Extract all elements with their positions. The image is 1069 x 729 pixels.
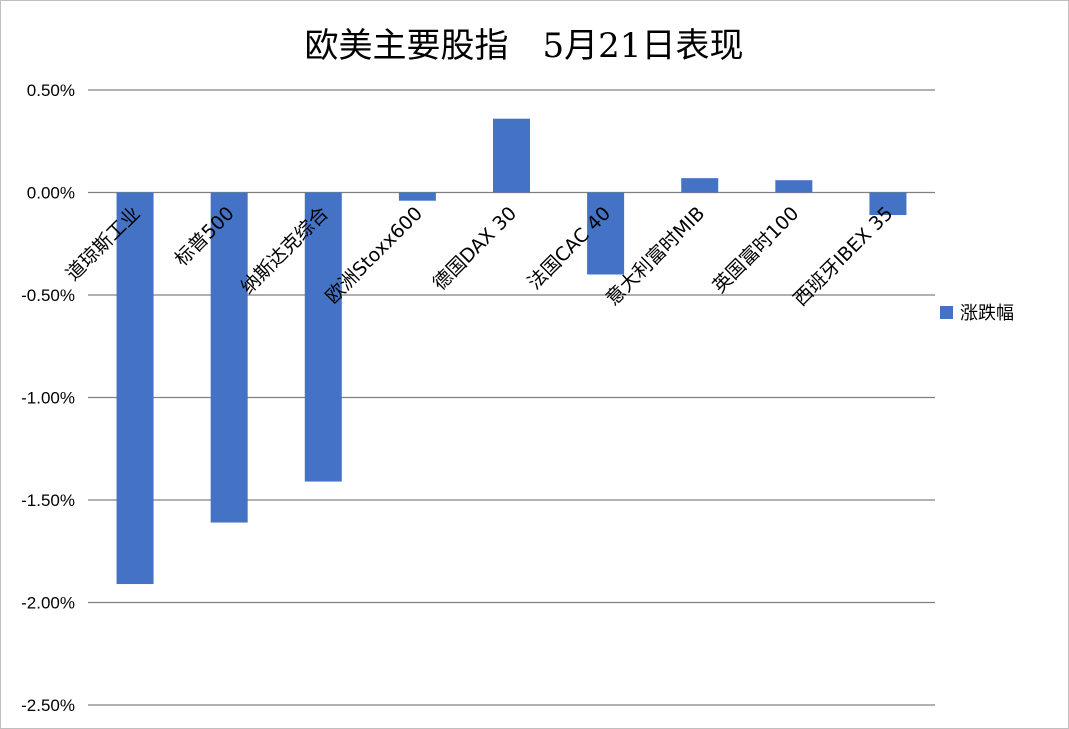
bar [398, 192, 436, 201]
bar [681, 178, 719, 193]
bar [210, 192, 248, 523]
bar [775, 180, 813, 193]
bar [304, 192, 342, 482]
y-axis-ticks: 0.50% 0.00% -0.50% -1.00% -1.50% -2.00% -2.50% [21, 81, 75, 715]
bar [869, 192, 907, 216]
y-tick-label: 0.50% [27, 81, 75, 100]
bar [587, 192, 625, 275]
x-tick-label: 英国富时100 [708, 202, 803, 297]
bars [116, 118, 907, 585]
x-tick-label: 德国DAX 30 [429, 202, 521, 294]
y-tick-label: -1.50% [21, 491, 75, 510]
y-tick-label: -2.00% [21, 594, 75, 613]
bar [493, 118, 530, 193]
bar [116, 192, 154, 585]
y-tick-label: -0.50% [21, 286, 75, 305]
y-tick-label: -2.50% [21, 696, 75, 715]
legend: 涨跌幅 [940, 303, 1014, 324]
legend-label: 涨跌幅 [960, 303, 1014, 324]
y-tick-label: -1.00% [21, 389, 75, 408]
y-tick-label: 0.00% [27, 184, 75, 203]
chart-title: 欧美主要股指 5月21日表现 [305, 26, 744, 66]
legend-swatch [940, 306, 953, 319]
